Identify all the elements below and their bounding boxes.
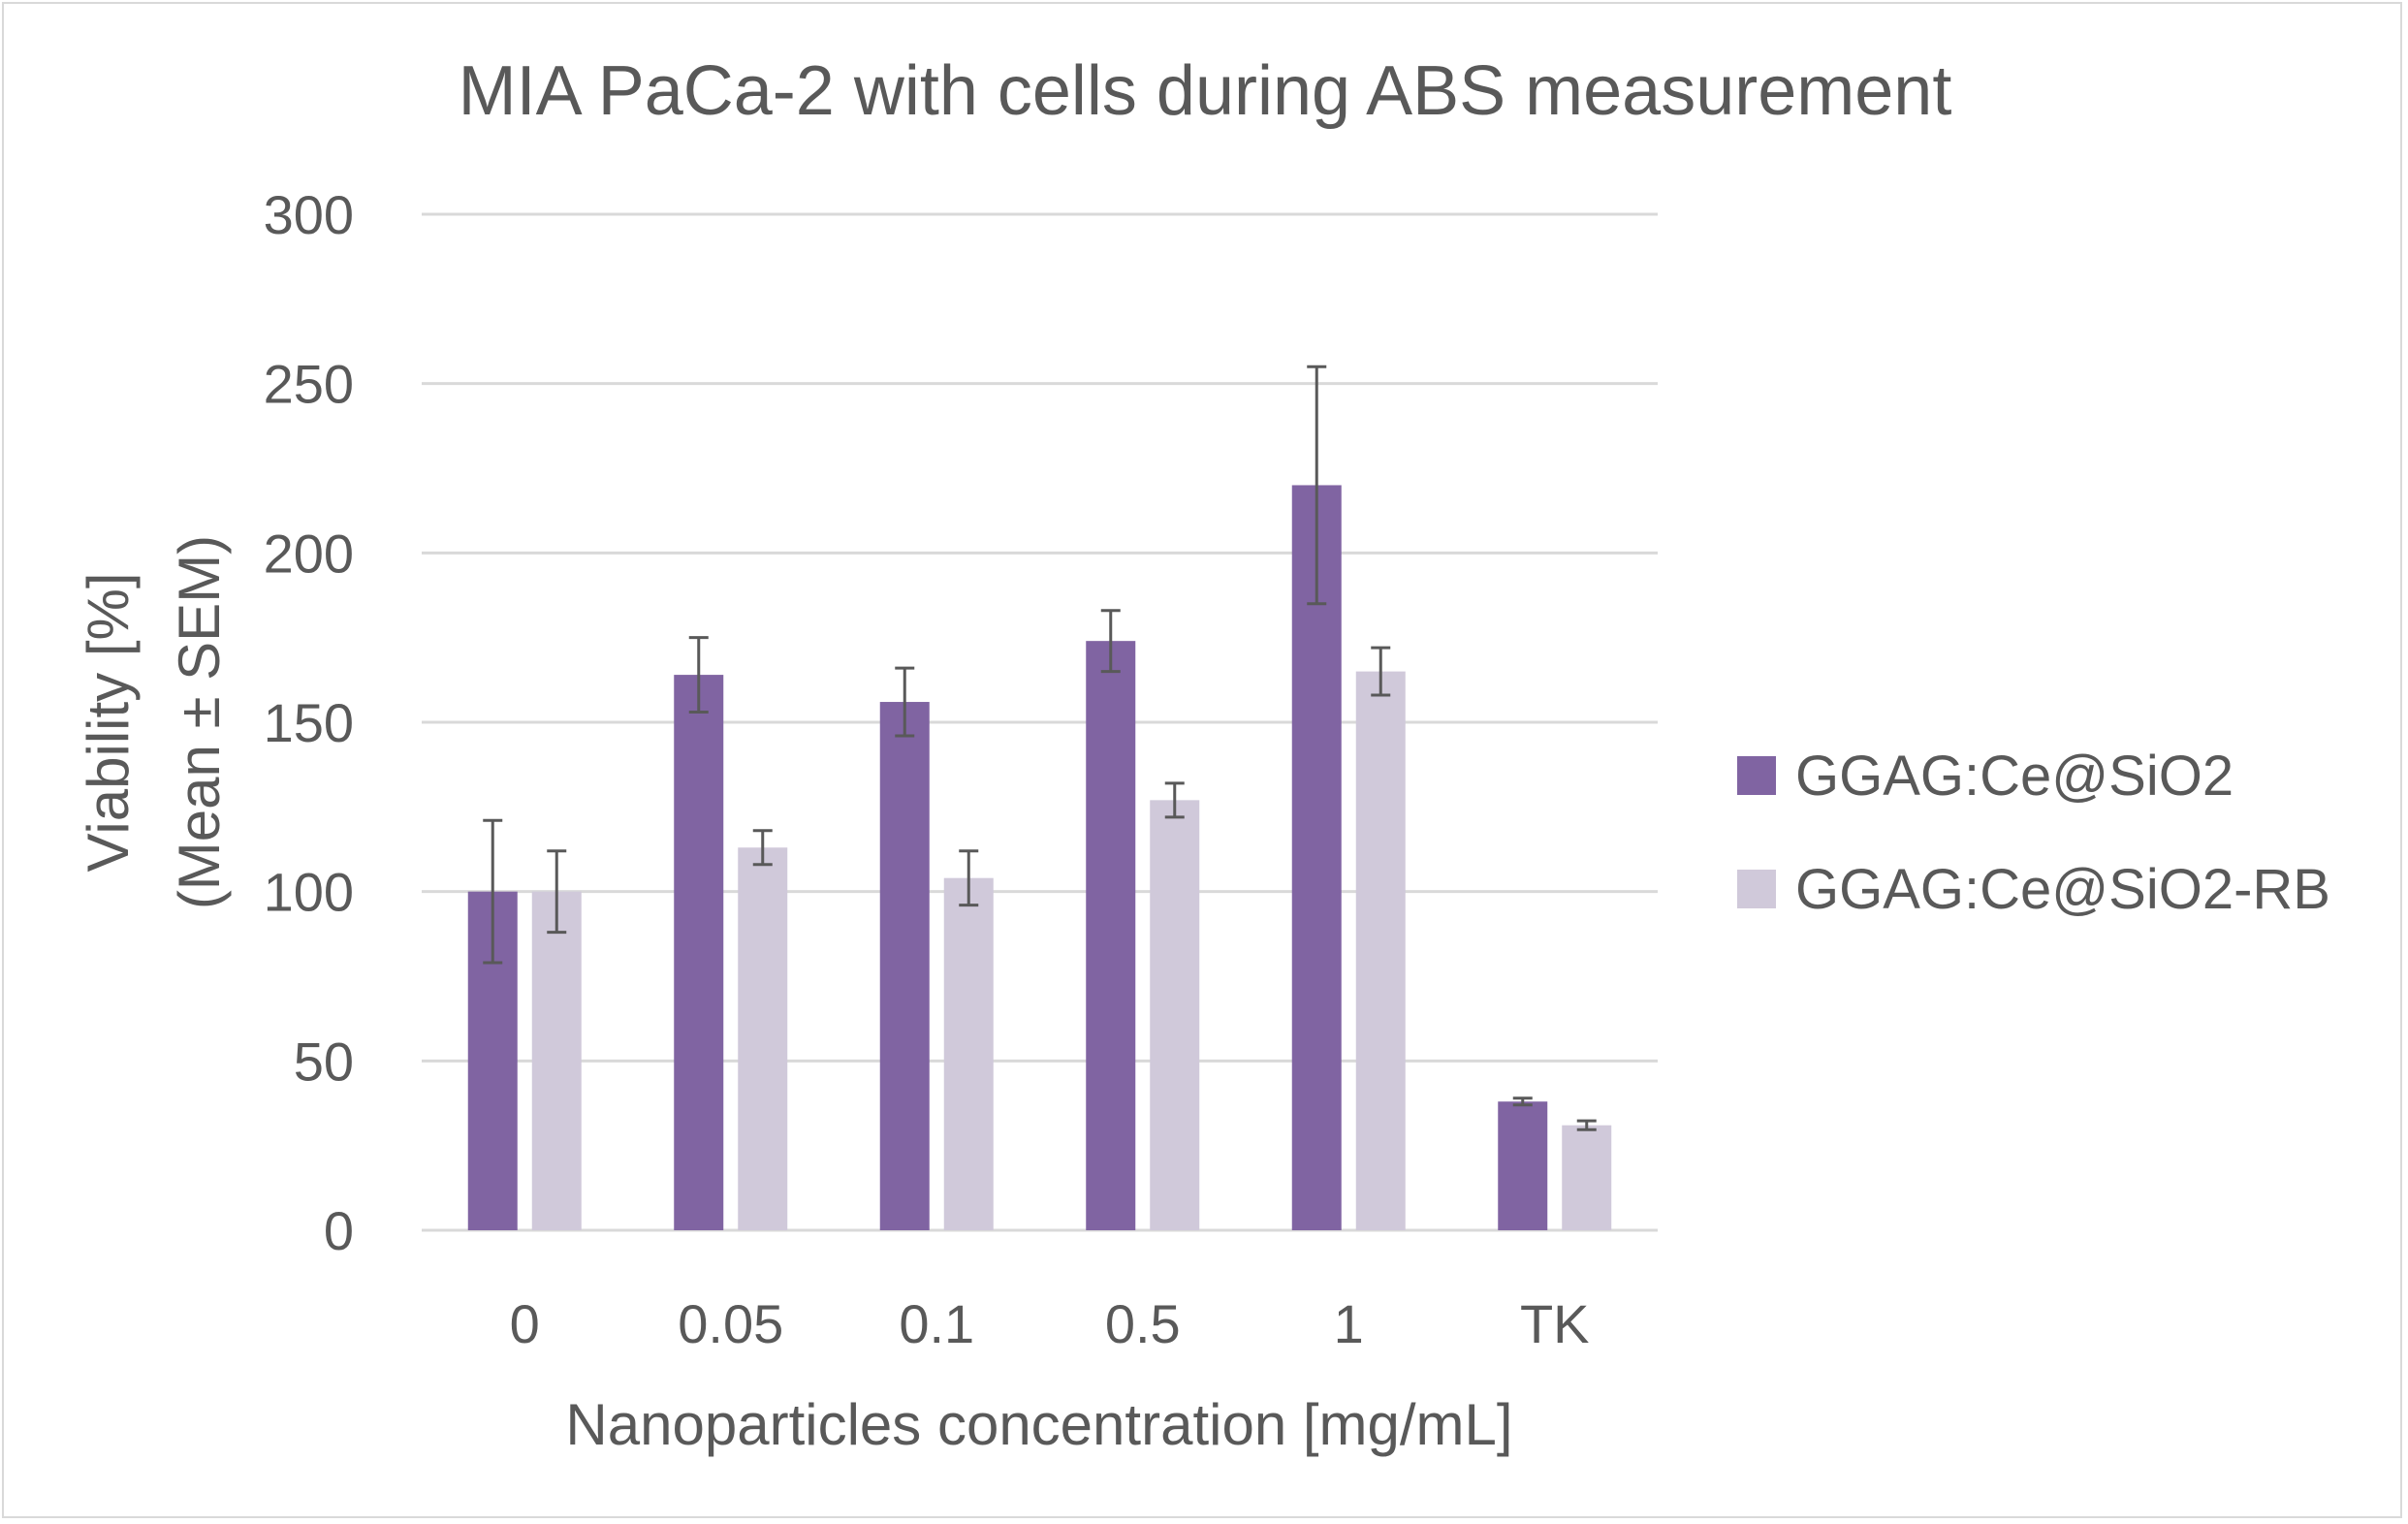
x-tick-label: TK (1520, 1293, 1590, 1354)
legend-label: GGAG:Ce@SiO2 (1795, 745, 2234, 808)
y-axis-label-line1: Viability [%] (76, 572, 141, 872)
y-tick-label: 150 (264, 692, 354, 753)
y-axis-label-line2: (Mean ± SEM) (167, 535, 232, 909)
chart-title: MIA PaCa-2 with cells during ABS measure… (459, 52, 1952, 130)
bar (674, 675, 724, 1230)
x-axis-label: Nanoparticles concentration [mg/mL] (565, 1392, 1512, 1457)
x-tick-label: 0.05 (678, 1293, 783, 1354)
bar (879, 702, 930, 1230)
bar (943, 877, 994, 1230)
bars (467, 365, 1612, 1230)
gridlines (422, 212, 1658, 1232)
bar (738, 847, 788, 1230)
bar (1291, 485, 1342, 1230)
x-tick-label: 0.5 (1105, 1293, 1181, 1354)
y-tick-label: 50 (294, 1031, 354, 1092)
bar (1086, 641, 1136, 1230)
legend-label: GGAG:Ce@SiO2-RB (1795, 858, 2330, 921)
y-tick-label: 300 (264, 184, 354, 245)
bar (531, 891, 582, 1230)
bar (1562, 1125, 1612, 1230)
legend-swatch (1737, 756, 1776, 795)
bar (1498, 1101, 1548, 1230)
x-tick-label: 1 (1334, 1293, 1364, 1354)
legend-swatch (1737, 870, 1776, 908)
bar (1355, 671, 1406, 1230)
y-tick-label: 100 (264, 862, 354, 923)
legend: GGAG:Ce@SiO2 GGAG:Ce@SiO2-RB (1737, 745, 2330, 921)
bar (1150, 800, 1200, 1230)
x-tick-label: 0 (510, 1293, 540, 1354)
y-tick-label: 0 (324, 1200, 354, 1261)
x-tick-label: 0.1 (899, 1293, 974, 1354)
x-tick-labels: 0 0.05 0.1 0.5 1 TK (510, 1293, 1590, 1354)
y-tick-labels: 0 50 100 150 200 250 300 (264, 184, 354, 1261)
y-tick-label: 250 (264, 354, 354, 415)
y-tick-label: 200 (264, 523, 354, 584)
